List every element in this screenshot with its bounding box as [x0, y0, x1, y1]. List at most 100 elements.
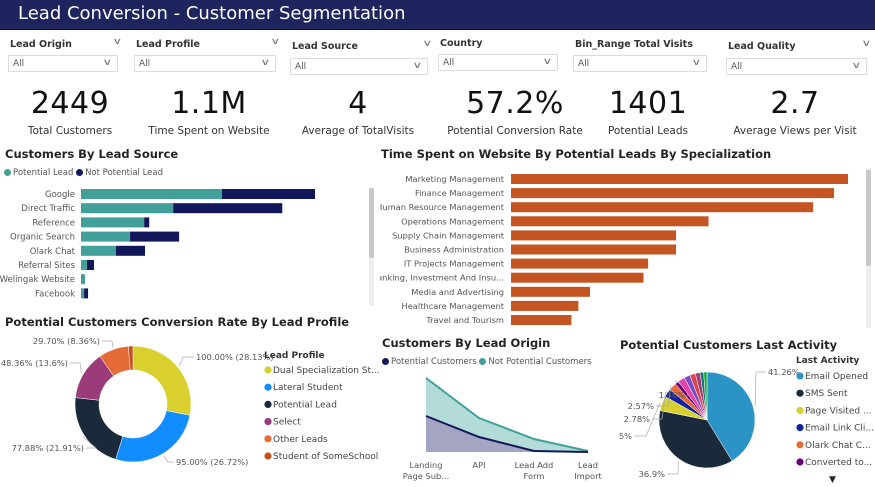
lead-origin-title: Customers By Lead Origin: [382, 336, 551, 350]
chevron-down-icon: ∨: [412, 61, 423, 71]
scrollbar-thumb[interactable]: [369, 188, 374, 258]
bar-segment: [81, 288, 85, 299]
filter-label: Country: [440, 38, 483, 49]
x-axis-label: API: [472, 460, 485, 470]
lead-source-title: Customers By Lead Source: [5, 147, 179, 161]
pie-slice: [128, 345, 134, 371]
legend-scroll-down-icon[interactable]: ▼: [829, 475, 836, 485]
filter-label: Lead Origin: [10, 39, 72, 50]
lead-source-legend: Potential Lead Not Potential Lead: [4, 168, 163, 178]
last-activity-title: Potential Customers Last Activity: [620, 338, 838, 352]
chevron-down-icon: ∨: [542, 57, 553, 67]
pie-slice: [703, 371, 708, 421]
bar: [511, 230, 677, 241]
data-label: 1.36%: [659, 390, 685, 400]
kpi-label: Average of TotalVisits: [301, 125, 415, 137]
chevron-down-icon: ∨: [260, 58, 271, 68]
filter-dropdown[interactable]: All ∨: [573, 55, 707, 72]
filter-dropdown[interactable]: All ∨: [134, 55, 276, 72]
bar-category-label: Finance Management: [415, 188, 505, 198]
lead-profile-donut: 100.00% (28.13%) 95.00% (26.72%) 77.88% (2…: [1, 336, 380, 467]
filter-dropdown[interactable]: All ∨: [290, 58, 428, 75]
x-axis-label: Landing Page Sub...: [403, 460, 449, 481]
pie-slice: [706, 371, 756, 462]
area-line: [425, 415, 589, 453]
filter-label: Lead Profile: [136, 39, 200, 50]
chevron-down-icon: ∨: [851, 61, 862, 71]
bar-segment: [81, 189, 222, 199]
header-bar: Lead Conversion - Customer Segmentation: [0, 0, 875, 30]
bar-category-label: Welingak Website: [0, 275, 75, 285]
data-label: 48.36% (13.6%): [1, 358, 68, 368]
leader-line: [82, 436, 97, 449]
bar-segment: [86, 260, 94, 270]
filter-dropdown[interactable]: All ∨: [8, 55, 118, 72]
legend-dot: [796, 441, 804, 449]
legend-label: Potential Customers: [391, 357, 477, 367]
bar-segment: [81, 274, 85, 285]
legend-label: Not Potential Customers: [488, 357, 592, 367]
lead-origin-legend: Potential Customers Not Potential Custom…: [382, 357, 592, 367]
filter-value: All: [443, 58, 455, 68]
data-label: 2.57%: [628, 401, 654, 411]
legend-dot: [4, 169, 11, 176]
bar-category-label: Operations Management: [401, 216, 505, 226]
bar-segment: [81, 260, 87, 270]
bar-segment: [81, 203, 174, 214]
leader-line: [179, 356, 194, 367]
kpi-value: 1401: [608, 86, 688, 121]
bar-segment: [81, 217, 145, 228]
kpi-value: 4: [348, 86, 368, 121]
kpi-label: Potential Leads: [607, 125, 689, 137]
legend-label: Select: [273, 418, 301, 428]
bar-category-label: Organic Search: [10, 233, 75, 243]
chevron-down-icon: ∨: [691, 58, 702, 68]
filter-dropdown[interactable]: All ∨: [438, 54, 558, 71]
bar-category-label: Google: [45, 190, 75, 200]
legend-dot: [796, 406, 804, 414]
bar-category-label: Human Resource Management: [380, 202, 505, 212]
bar: [511, 174, 848, 184]
legend-label: Converted to...: [805, 458, 872, 468]
legend-dot: [264, 418, 272, 426]
bar-category-label: Supply Chain Management: [392, 230, 505, 240]
pie-slice: [132, 345, 192, 416]
chevron-down-icon[interactable]: ∨: [861, 39, 872, 49]
data-label: 100.00% (28.13%): [196, 352, 274, 362]
legend-dot: [796, 424, 804, 432]
lead-profile-title: Potential Customers Conversion Rate By L…: [5, 315, 350, 329]
filter-label: Lead Quality: [728, 41, 796, 52]
legend-label: Not Potential Lead: [85, 168, 164, 178]
chevron-down-icon[interactable]: ∨: [270, 37, 281, 47]
bar-category-label: Direct Traffic: [21, 204, 75, 214]
legend-dot: [264, 383, 272, 391]
legend-label: Other Leads: [273, 435, 328, 445]
bar-category-label: Healthcare Management: [401, 301, 504, 311]
lead-source-chart: Google Direct Traffic Reference Organic Sea…: [0, 189, 315, 299]
bar-category-label: IT Projects Management: [404, 259, 505, 269]
bar-segment: [221, 189, 315, 199]
bar-category-label: Travel and Tourism: [425, 315, 504, 325]
bar: [511, 244, 677, 255]
chevron-down-icon[interactable]: ∨: [422, 39, 433, 49]
legend-dot: [796, 389, 804, 397]
scrollbar-thumb[interactable]: [866, 170, 871, 266]
bar-segment: [115, 245, 145, 256]
filter-value: All: [13, 59, 25, 69]
bar-segment: [84, 288, 89, 299]
filter-value: All: [295, 62, 307, 72]
legend-label: Olark Chat C...: [805, 441, 871, 451]
leader-line: [656, 385, 672, 407]
kpi-label: Potential Conversion Rate: [447, 125, 583, 137]
bar: [511, 216, 709, 227]
legend-title: Lead Profile: [264, 351, 325, 361]
filter-dropdown[interactable]: All ∨: [726, 58, 867, 75]
chevron-down-icon[interactable]: ∨: [112, 37, 123, 47]
bar-segment: [81, 231, 131, 242]
legend-dot: [479, 358, 487, 365]
leader-line: [652, 391, 667, 420]
kpi-value: 2449: [30, 86, 110, 121]
legend-dot: [382, 358, 389, 365]
pie-slice: [74, 397, 124, 460]
kpi-label: Total Customers: [27, 125, 113, 137]
